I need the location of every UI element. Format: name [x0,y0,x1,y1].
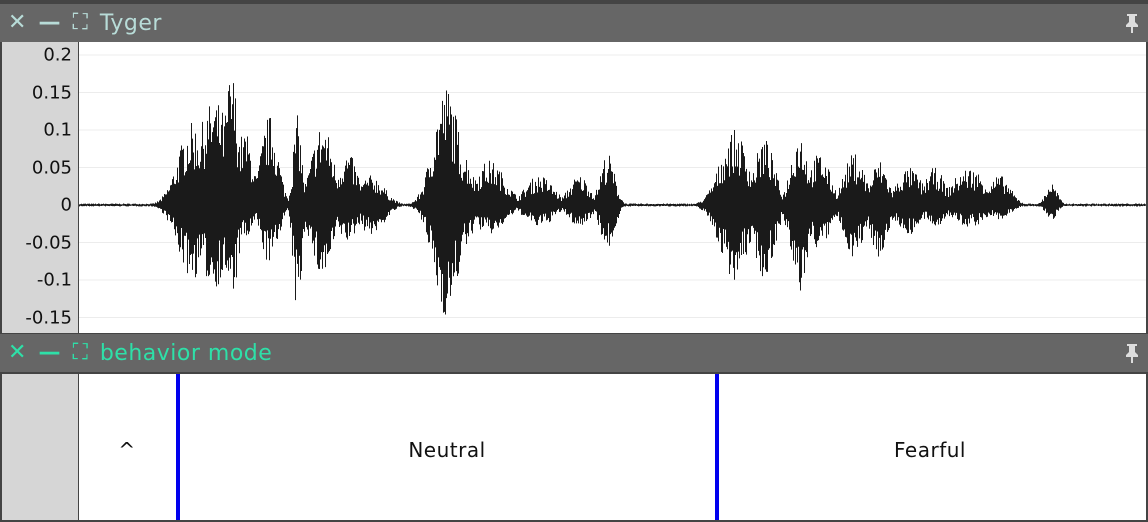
y-tick-label: -0.1 [36,269,72,291]
y-axis: 0.2 0.15 0.1 0.05 0 -0.05 -0.1 -0.15 [2,42,78,333]
segment-label[interactable]: Neutral [408,438,486,462]
y-tick-label: 0.05 [31,157,72,178]
segment-label[interactable]: ^ [118,438,136,462]
label-axis [2,374,78,520]
panel-title: Tyger [99,10,162,36]
minimize-icon[interactable]: — [38,340,61,365]
y-tick-label: 0 [60,194,72,216]
close-icon[interactable]: ✕ [8,10,27,35]
pin-icon[interactable] [1122,342,1142,364]
panel-title: behavior mode [99,340,273,366]
segment-label[interactable]: Fearful [894,438,966,462]
segment-boundary[interactable] [176,374,180,520]
waveform-plot[interactable] [79,42,1146,333]
waveform-panel-header: ✕ — ⛶ Tyger [0,4,1148,42]
y-tick-label: 0.2 [43,44,72,66]
waveform-trace [79,83,1146,315]
maximize-icon[interactable]: ⛶ [72,340,88,365]
minimize-icon[interactable]: — [38,10,61,35]
y-tick-label: 0.15 [31,82,72,103]
close-icon[interactable]: ✕ [8,340,27,365]
label-track[interactable]: ^ Neutral Fearful [79,374,1146,520]
y-tick-label: 0.1 [43,119,72,141]
y-tick-label: -0.05 [25,232,72,253]
segment-boundary[interactable] [715,374,719,520]
waveform [79,54,1146,318]
label-panel-header: ✕ — ⛶ behavior mode [0,334,1148,372]
pin-icon[interactable] [1122,12,1142,34]
y-tick-label: -0.15 [25,307,72,328]
maximize-icon[interactable]: ⛶ [72,10,88,35]
